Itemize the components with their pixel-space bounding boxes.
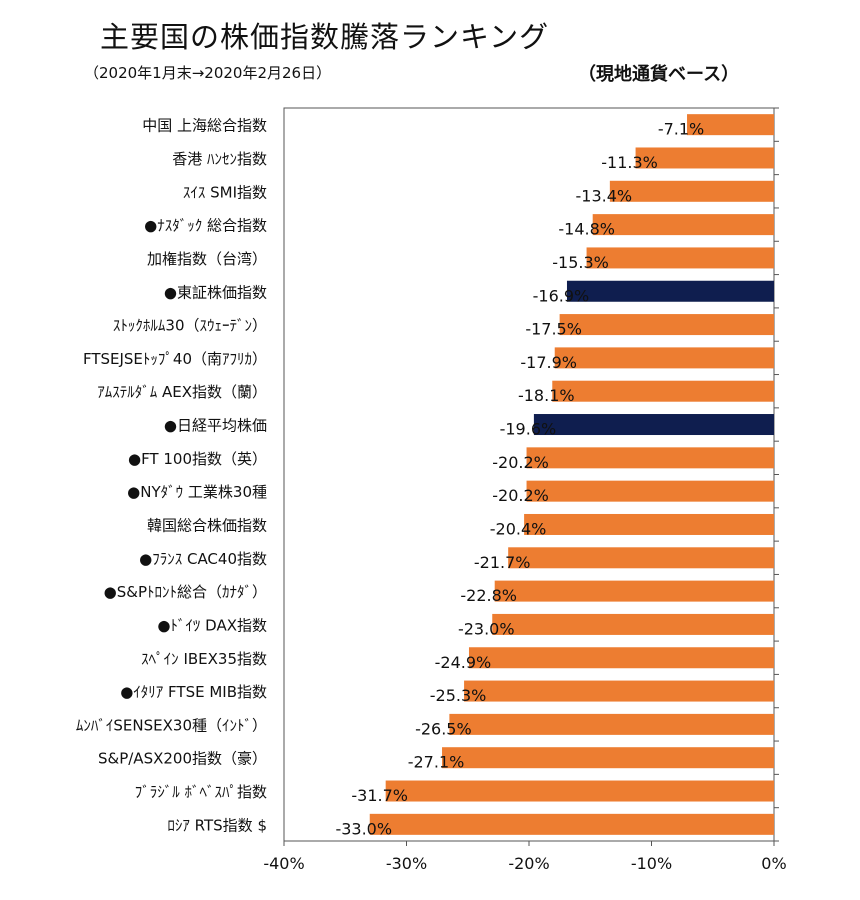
data-label: -20.2% bbox=[492, 453, 549, 472]
category-label: 中国 上海総合指数 bbox=[142, 117, 267, 135]
data-label: -25.3% bbox=[430, 686, 487, 705]
chart-title: 主要国の株価指数騰落ランキング bbox=[100, 20, 550, 54]
category-label: 加権指数（台湾） bbox=[147, 250, 267, 268]
data-label: -33.0% bbox=[335, 819, 392, 838]
category-label: 香港 ﾊﾝｾﾝ指数 bbox=[172, 150, 267, 168]
category-label: ｽｲｽ SMI指数 bbox=[183, 183, 267, 201]
category-label: ●日経平均株価 bbox=[164, 417, 267, 435]
category-label: FTSEJSEﾄｯﾌﾟ40（南ｱﾌﾘｶ） bbox=[83, 350, 267, 368]
category-label: ●ﾄﾞｲﾂ DAX指数 bbox=[157, 616, 267, 634]
currency-basis-note: （現地通貨ベース） bbox=[578, 64, 740, 85]
x-axis: -40% -30% -20% -10% 0% bbox=[263, 841, 787, 873]
bar bbox=[566, 280, 774, 302]
category-label: ｱﾑｽﾃﾙﾀﾞﾑ AEX指数（蘭） bbox=[97, 383, 267, 401]
data-label: -17.9% bbox=[520, 353, 577, 372]
bar bbox=[635, 147, 774, 169]
category-label: ●ﾅｽﾀﾞｯｸ 総合指数 bbox=[144, 217, 267, 235]
data-label: -24.9% bbox=[435, 653, 492, 672]
category-label: ｽﾍﾟｲﾝ IBEX35指数 bbox=[141, 650, 267, 668]
bar bbox=[526, 447, 774, 469]
x-tick-label: -10% bbox=[631, 854, 672, 873]
category-label: 韓国総合株価指数 bbox=[147, 516, 267, 534]
data-label: -11.3% bbox=[601, 153, 658, 172]
data-label: -14.8% bbox=[558, 220, 615, 239]
bar bbox=[449, 713, 774, 735]
bar bbox=[526, 480, 774, 502]
bar bbox=[592, 214, 774, 236]
data-label: -26.5% bbox=[415, 719, 472, 738]
category-label: ﾑﾝﾊﾞｲSENSEX30種（ｲﾝﾄﾞ） bbox=[76, 716, 267, 734]
data-label: -23.0% bbox=[458, 619, 515, 638]
category-label: ●NYﾀﾞｳ 工業株30種 bbox=[127, 483, 267, 501]
bar bbox=[559, 314, 774, 336]
category-label: ●ﾌﾗﾝｽ CAC40指数 bbox=[139, 550, 267, 568]
x-tick-label: -30% bbox=[386, 854, 427, 873]
bar bbox=[468, 647, 774, 669]
value-labels: -7.1%-11.3% -13.4% -14.8% -15.3% -16.9% -17.5… bbox=[335, 120, 704, 839]
bar bbox=[554, 347, 774, 369]
bar-series bbox=[369, 114, 774, 835]
bar bbox=[524, 513, 774, 535]
chart-subtitle: （2020年1月末→2020年2月26日） bbox=[84, 64, 332, 82]
bar bbox=[369, 813, 774, 835]
bar bbox=[494, 580, 774, 602]
data-label: -13.4% bbox=[576, 186, 633, 205]
category-label: ●東証株価指数 bbox=[164, 283, 267, 301]
bar bbox=[492, 613, 774, 635]
x-tick-label: 0% bbox=[761, 854, 786, 873]
bar bbox=[464, 680, 774, 702]
category-label: ●FT 100指数（英） bbox=[128, 450, 267, 468]
bar bbox=[442, 747, 774, 769]
data-label: -19.6% bbox=[500, 420, 557, 439]
data-label: -18.1% bbox=[518, 386, 575, 405]
data-label: -20.2% bbox=[492, 486, 549, 505]
bar bbox=[552, 380, 774, 402]
bar bbox=[586, 247, 774, 269]
x-tick-label: -20% bbox=[508, 854, 549, 873]
data-label: -31.7% bbox=[351, 786, 408, 805]
data-label: -20.4% bbox=[490, 519, 547, 538]
x-tick-label: -40% bbox=[263, 854, 304, 873]
data-label: -15.3% bbox=[552, 253, 609, 272]
bar bbox=[385, 780, 774, 802]
data-label: -22.8% bbox=[460, 586, 517, 605]
data-label: -17.5% bbox=[525, 320, 582, 339]
data-label: -27.1% bbox=[408, 753, 465, 772]
bar bbox=[609, 180, 774, 202]
bar bbox=[687, 114, 774, 136]
category-label: ﾛｼｱ RTS指数 $ bbox=[167, 816, 267, 834]
category-label: ●ｲﾀﾘｱ FTSE MIB指数 bbox=[120, 683, 267, 701]
data-label: -21.7% bbox=[474, 553, 531, 572]
category-label: ﾌﾞﾗｼﾞﾙ ﾎﾞﾍﾞｽﾊﾟ指数 bbox=[135, 783, 267, 801]
category-label: ｽﾄｯｸﾎﾙﾑ30（ｽｳｪｰﾃﾞﾝ） bbox=[113, 317, 267, 335]
data-label: -7.1% bbox=[658, 120, 704, 139]
category-label: S&P/ASX200指数（豪） bbox=[98, 750, 267, 768]
bar bbox=[533, 414, 774, 436]
category-label: ●S&Pﾄﾛﾝﾄ総合（ｶﾅﾀﾞ） bbox=[104, 583, 267, 601]
data-label: -16.9% bbox=[533, 286, 590, 305]
bar bbox=[508, 547, 774, 569]
